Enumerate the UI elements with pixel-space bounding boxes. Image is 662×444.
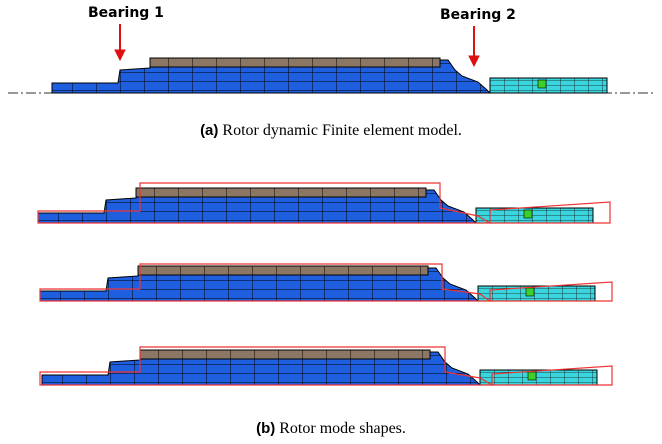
caption: (b) Rotor mode shapes. xyxy=(256,420,406,437)
annotation: Bearing 2 xyxy=(440,7,516,23)
figure: Bearing 1 Bearing 2 (a) Rotor dynamic Fi… xyxy=(0,0,662,444)
caption: (a) Rotor dynamic Finite element model. xyxy=(200,122,462,139)
mode-shape xyxy=(38,183,610,223)
caption-text: Rotor dynamic Finite element model. xyxy=(222,122,462,139)
caption-text: Rotor mode shapes. xyxy=(279,420,406,437)
rotor-model xyxy=(52,58,607,93)
annotation: Bearing 1 xyxy=(88,5,164,21)
mode-shape xyxy=(40,347,612,385)
caption-label: (a) xyxy=(200,122,218,139)
caption-label: (b) xyxy=(256,420,275,437)
mode-shape xyxy=(40,264,612,301)
